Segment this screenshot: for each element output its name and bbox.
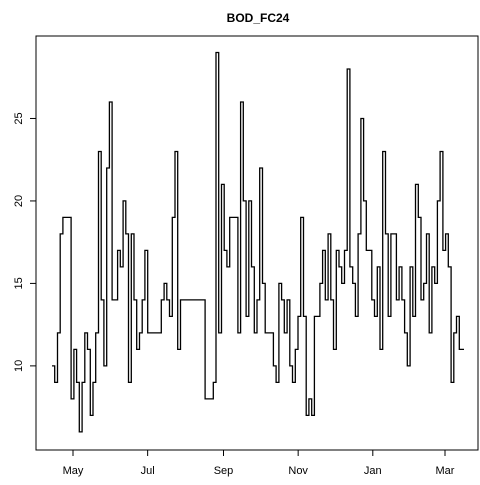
x-tick-label: Sep: [214, 465, 234, 477]
x-tick-label: Nov: [288, 465, 308, 477]
y-tick-label: 15: [13, 277, 25, 289]
plot-frame: [35, 35, 479, 451]
y-axis: 10 15 20 25: [13, 112, 36, 372]
y-tick-label: 10: [13, 360, 25, 372]
chart-title: BOD_FC24: [227, 11, 290, 25]
y-tick-label: 20: [13, 195, 25, 207]
x-tick-label: May: [63, 465, 84, 477]
x-tick-label: Mar: [436, 465, 455, 477]
x-axis: May Jul Sep Nov Jan Mar: [63, 450, 455, 477]
series-layer: [52, 51, 464, 433]
series-line: [52, 51, 464, 433]
x-tick-label: Jan: [364, 465, 382, 477]
y-tick-label: 25: [13, 112, 25, 124]
x-tick-label: Jul: [141, 465, 155, 477]
